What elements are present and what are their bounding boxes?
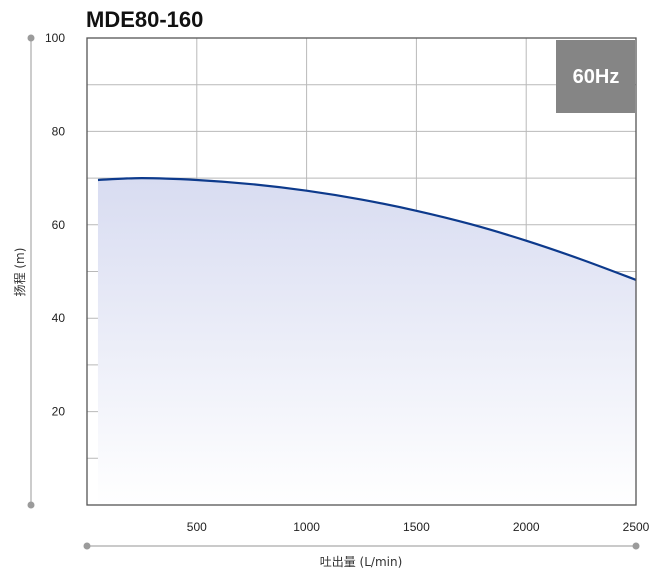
y-tick-label: 60 (52, 218, 66, 232)
plot-frame (86, 37, 637, 506)
x-tick-labels: 500 1000 1500 2000 2500 (187, 520, 650, 534)
frequency-badge-label: 60Hz (573, 66, 620, 88)
y-axis-decor-dot-bottom (27, 501, 35, 509)
x-tick-label: 2500 (623, 520, 650, 534)
y-axis-label: 扬程 (m) (12, 248, 27, 297)
y-axis-decor-dot-top (27, 34, 35, 42)
chart-title: MDE80-160 (86, 7, 203, 32)
x-tick-label: 1000 (293, 520, 320, 534)
x-tick-label: 1500 (403, 520, 430, 534)
series-line (97, 176, 637, 281)
y-tick-label: 100 (45, 31, 65, 45)
series-area-fill (97, 178, 637, 505)
x-axis-decor-dot-left (83, 542, 91, 550)
y-tick-labels: 20 40 60 80 100 (45, 31, 65, 419)
x-tick-label: 2000 (513, 520, 540, 534)
y-tick-label: 40 (52, 311, 66, 325)
x-axis-decor-dot-right (632, 542, 640, 550)
y-tick-label: 20 (52, 405, 66, 419)
frequency-badge (556, 40, 635, 113)
x-axis-label: 吐出量 (L/min) (320, 555, 403, 569)
y-tick-label: 80 (52, 124, 66, 138)
x-tick-label: 500 (187, 520, 207, 534)
